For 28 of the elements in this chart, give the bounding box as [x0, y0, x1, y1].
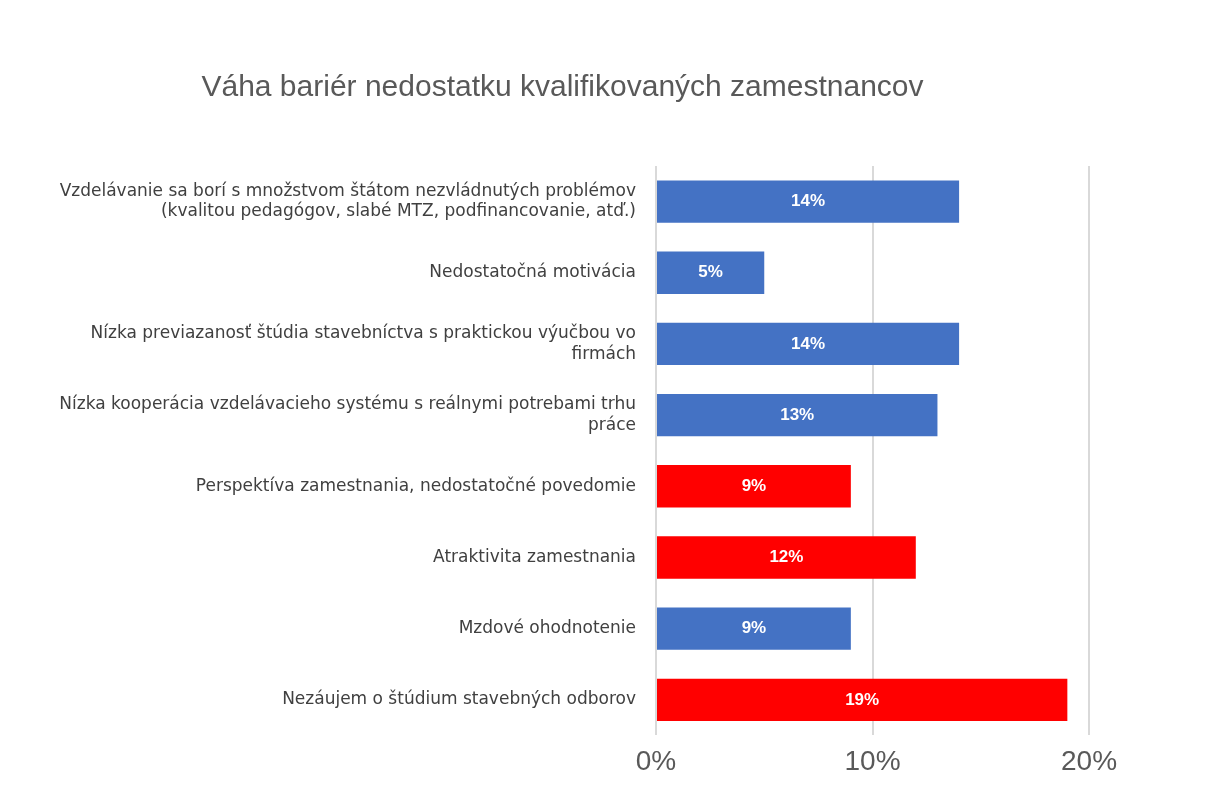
x-tick-label: 20%: [1060, 744, 1118, 776]
bar: [657, 465, 851, 508]
data-label: 14%: [791, 191, 826, 211]
bar: [657, 180, 960, 223]
data-label: 12%: [769, 547, 804, 567]
y-tick-label: Nízka kooperácia vzdelávacieho systému s reálnymi potrebami trhu práce: [59, 393, 636, 434]
data-label: 9%: [741, 475, 767, 495]
x-tick-label: 0%: [635, 744, 677, 776]
data-label: 9%: [741, 618, 767, 638]
bar: [657, 536, 916, 579]
y-tick-label: Vzdelávanie sa borí s množstvom štátom nezvládnutých problémov (kvalitou pedagógov, slabé MTZ, podfinancovanie, atď.): [59, 179, 636, 221]
data-label: 19%: [845, 689, 880, 709]
y-tick-label: Nedostatočná motivácia: [429, 261, 636, 282]
data-label: 14%: [791, 333, 826, 353]
x-tick-label: 10%: [844, 744, 901, 776]
y-tick-label: Perspektíva zamestnania, nedostatočné povedomie: [195, 474, 636, 495]
y-tick-label: Mzdové ohodnotenie: [458, 617, 636, 638]
bar: [657, 678, 1068, 721]
bar: [657, 393, 938, 437]
y-tick-label: Nízka previazanosť štúdia stavebníctva s praktickou výučbou vo firmách: [90, 322, 636, 363]
y-tick-label: Atraktivita zamestnania: [433, 545, 636, 566]
chart-title: Váha bariér nedostatku kvalifikovaných zamestnancov: [201, 69, 924, 103]
data-label: 5%: [698, 262, 723, 282]
data-label: 13%: [780, 404, 815, 424]
bar: [657, 607, 851, 650]
y-tick-label: Nezáujem o štúdium stavebných odborov: [282, 688, 636, 709]
bar: [657, 251, 765, 294]
bar: [657, 322, 960, 366]
